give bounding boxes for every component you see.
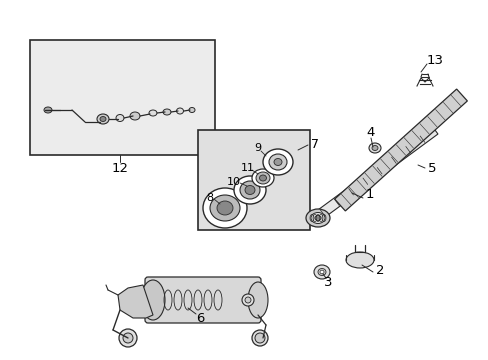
Ellipse shape <box>317 269 325 275</box>
Ellipse shape <box>247 282 267 318</box>
Text: 7: 7 <box>310 139 318 152</box>
Ellipse shape <box>314 216 320 220</box>
Text: 9: 9 <box>254 143 261 153</box>
Ellipse shape <box>263 149 292 175</box>
Ellipse shape <box>189 108 195 112</box>
Ellipse shape <box>256 172 269 184</box>
Ellipse shape <box>176 108 183 114</box>
Ellipse shape <box>242 294 253 306</box>
Ellipse shape <box>305 209 329 227</box>
Text: 12: 12 <box>111 162 128 175</box>
Polygon shape <box>118 285 153 318</box>
FancyBboxPatch shape <box>145 277 261 323</box>
Text: 10: 10 <box>226 177 241 187</box>
Text: 8: 8 <box>206 193 213 203</box>
Ellipse shape <box>244 297 250 303</box>
Ellipse shape <box>123 333 133 343</box>
Bar <box>30 40 215 155</box>
Ellipse shape <box>259 175 266 181</box>
Text: 3: 3 <box>323 276 331 289</box>
Ellipse shape <box>130 112 140 120</box>
Ellipse shape <box>119 329 137 347</box>
Text: 4: 4 <box>366 126 374 139</box>
Ellipse shape <box>371 145 377 150</box>
Text: 6: 6 <box>195 311 204 324</box>
Polygon shape <box>334 89 467 211</box>
Ellipse shape <box>254 333 264 343</box>
Text: 1: 1 <box>365 189 373 202</box>
Ellipse shape <box>268 154 286 170</box>
Text: 5: 5 <box>427 162 435 175</box>
Ellipse shape <box>310 212 325 224</box>
Ellipse shape <box>368 143 380 153</box>
Ellipse shape <box>100 117 106 122</box>
Ellipse shape <box>319 270 324 274</box>
Text: 11: 11 <box>241 163 254 173</box>
Ellipse shape <box>251 169 273 187</box>
Bar <box>198 130 309 230</box>
Ellipse shape <box>240 181 260 199</box>
Text: 2: 2 <box>375 264 384 276</box>
Ellipse shape <box>234 176 265 204</box>
Ellipse shape <box>217 201 232 215</box>
Ellipse shape <box>163 109 171 115</box>
Text: 13: 13 <box>426 54 443 67</box>
Ellipse shape <box>273 158 282 166</box>
Ellipse shape <box>116 114 124 122</box>
Ellipse shape <box>251 330 267 346</box>
Ellipse shape <box>149 110 157 116</box>
Ellipse shape <box>141 280 164 320</box>
Ellipse shape <box>209 195 240 221</box>
Ellipse shape <box>97 114 109 124</box>
Ellipse shape <box>313 265 329 279</box>
Ellipse shape <box>244 185 254 194</box>
Ellipse shape <box>346 252 373 268</box>
Ellipse shape <box>44 107 52 113</box>
Ellipse shape <box>203 188 246 228</box>
Polygon shape <box>306 126 437 226</box>
